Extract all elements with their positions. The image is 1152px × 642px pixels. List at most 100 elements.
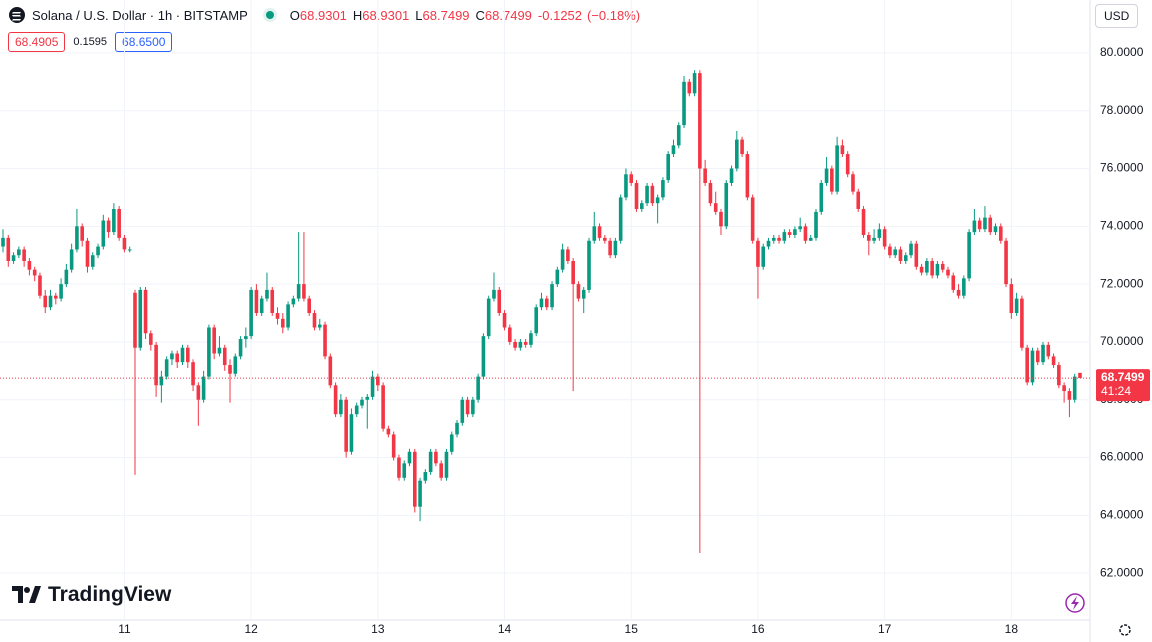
ask[interactable]: 68.6500 bbox=[115, 32, 173, 52]
candle-body bbox=[1009, 284, 1014, 314]
candle-body bbox=[254, 289, 259, 314]
candle-body bbox=[434, 451, 438, 464]
candle-body bbox=[835, 145, 839, 192]
candle-body bbox=[96, 246, 100, 256]
candle-body bbox=[117, 208, 121, 238]
y-tick-label: 76.0000 bbox=[1100, 161, 1144, 175]
candle-body bbox=[592, 226, 597, 241]
candle-body bbox=[777, 237, 781, 241]
candle-body bbox=[724, 182, 729, 227]
candle-body bbox=[962, 278, 966, 296]
candle-body bbox=[370, 376, 375, 397]
candle-body bbox=[787, 232, 792, 235]
candle-body bbox=[1041, 344, 1045, 363]
candle-body bbox=[508, 327, 512, 342]
candle-body bbox=[560, 249, 565, 270]
candle-body bbox=[133, 292, 137, 348]
candle-body bbox=[761, 246, 766, 267]
candle-body bbox=[502, 313, 507, 328]
candle-body bbox=[951, 275, 956, 290]
candle-body bbox=[138, 289, 143, 348]
candle-body bbox=[888, 246, 892, 256]
currency-button[interactable]: USD bbox=[1095, 4, 1139, 28]
field-label: H bbox=[352, 7, 363, 23]
candle-body bbox=[571, 261, 575, 285]
candle-body bbox=[661, 180, 665, 198]
bid[interactable]: 68.4905 bbox=[8, 32, 66, 52]
x-tick-label: 16 bbox=[751, 622, 765, 636]
candle-body bbox=[687, 81, 692, 94]
candle-body bbox=[1051, 356, 1056, 366]
candle-body bbox=[492, 289, 496, 299]
candle-body bbox=[872, 237, 876, 241]
candle-body bbox=[956, 289, 961, 296]
candle-body bbox=[1067, 391, 1072, 400]
candle-body bbox=[207, 327, 211, 377]
candle-body bbox=[914, 243, 919, 267]
candle-body bbox=[719, 211, 723, 227]
candle-body bbox=[629, 174, 634, 183]
candle-body bbox=[1062, 385, 1066, 392]
candle-body bbox=[412, 451, 417, 507]
candle-body bbox=[1030, 350, 1035, 383]
alert-icon bbox=[1065, 593, 1085, 613]
candle-body bbox=[196, 385, 201, 400]
candle-body bbox=[32, 269, 37, 276]
candle-body bbox=[766, 240, 771, 247]
candle-body bbox=[170, 353, 174, 360]
candle-body bbox=[861, 208, 866, 235]
candle-body bbox=[328, 356, 333, 386]
candle-body bbox=[360, 399, 364, 406]
brand-icon bbox=[12, 586, 41, 603]
y-tick-label: 70.0000 bbox=[1100, 334, 1144, 348]
candle-body bbox=[634, 182, 639, 209]
candle-body bbox=[1072, 376, 1077, 400]
candle-body bbox=[159, 376, 164, 386]
candle-body bbox=[988, 217, 993, 233]
candle-body bbox=[212, 327, 216, 354]
candle-body bbox=[122, 237, 127, 250]
field-label: C bbox=[475, 7, 485, 23]
candle-body bbox=[302, 284, 306, 299]
candle-body bbox=[444, 451, 449, 478]
candle-body bbox=[455, 422, 459, 435]
candle-body bbox=[381, 385, 385, 429]
candle-body bbox=[1014, 298, 1019, 314]
field-value: 68.7499 bbox=[422, 7, 470, 23]
candle-body bbox=[750, 197, 755, 241]
field-label: L bbox=[415, 7, 423, 23]
candle-body bbox=[1004, 240, 1008, 285]
candle-body bbox=[903, 255, 908, 262]
candle-body bbox=[692, 73, 697, 94]
candle-body bbox=[286, 304, 290, 328]
candle-body bbox=[349, 414, 354, 452]
candle-body bbox=[671, 145, 676, 155]
candle-body bbox=[233, 356, 238, 374]
candle-body bbox=[919, 266, 924, 273]
candle-body bbox=[407, 451, 412, 464]
bid-ask: 68.4905 0.1595 68.6500 bbox=[8, 32, 173, 52]
candle-body bbox=[882, 229, 887, 247]
candle-body bbox=[1046, 344, 1051, 357]
candle-body bbox=[946, 269, 950, 276]
y-tick-label: 80.0000 bbox=[1100, 45, 1144, 59]
candle-body bbox=[90, 255, 95, 267]
alert-icon-bolt bbox=[1071, 596, 1079, 610]
field-value: 68.7499 bbox=[484, 7, 532, 23]
candle-body bbox=[101, 220, 106, 247]
candle-body bbox=[703, 168, 707, 183]
candle-body bbox=[244, 336, 248, 340]
candle-body bbox=[228, 365, 232, 374]
x-tick-label: 17 bbox=[878, 622, 892, 636]
candle-body bbox=[893, 249, 897, 256]
candle-body bbox=[191, 362, 195, 386]
candle-body bbox=[729, 168, 734, 183]
y-tick-label: 78.0000 bbox=[1100, 103, 1144, 117]
settings-icon bbox=[1119, 624, 1131, 636]
candle-body bbox=[460, 399, 465, 423]
candle-body bbox=[830, 168, 834, 192]
candle-body bbox=[391, 434, 396, 458]
candle-body bbox=[603, 237, 607, 241]
candle-body bbox=[793, 229, 797, 235]
